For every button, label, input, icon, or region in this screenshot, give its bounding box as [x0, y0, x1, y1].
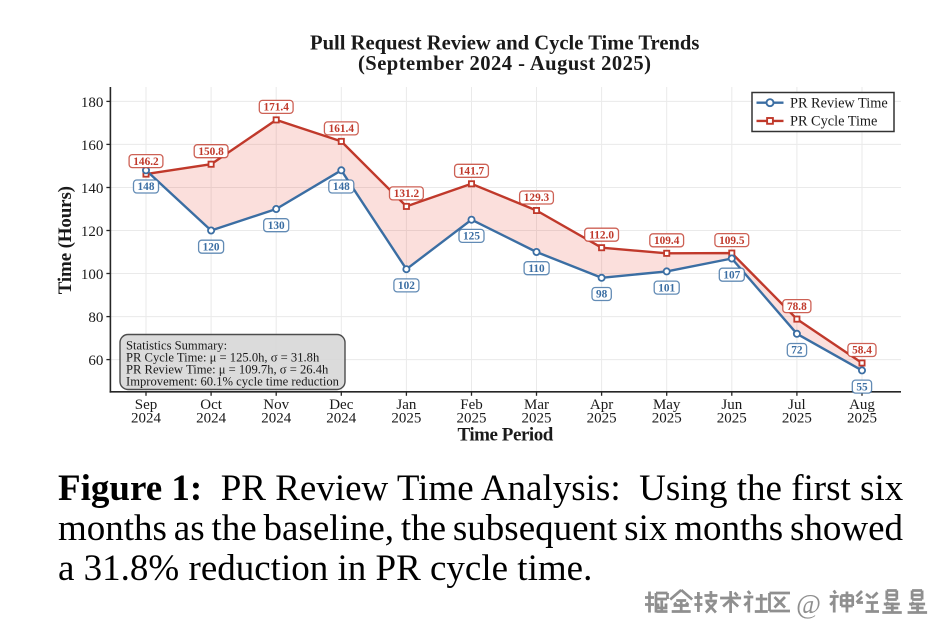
svg-text:Apr: Apr: [590, 397, 613, 413]
svg-text:161.4: 161.4: [329, 123, 355, 135]
svg-text:Improvement: 60.1% cycle time: Improvement: 60.1% cycle time reduction: [126, 375, 340, 389]
svg-text:78.8: 78.8: [787, 301, 807, 313]
svg-text:2024: 2024: [261, 411, 292, 427]
svg-text:2025: 2025: [457, 411, 487, 427]
svg-text:Jul: Jul: [788, 397, 806, 413]
svg-text:160: 160: [81, 138, 104, 154]
svg-text:PR Review Time: PR Review Time: [790, 95, 888, 111]
svg-text:PR Cycle Time: μ = 125.0h, σ =: PR Cycle Time: μ = 125.0h, σ = 31.8h: [126, 350, 320, 364]
svg-text:Jun: Jun: [721, 397, 742, 413]
svg-text:@: @: [796, 589, 821, 619]
svg-text:148: 148: [138, 181, 155, 193]
svg-text:110: 110: [528, 263, 545, 275]
svg-text:Nov: Nov: [263, 397, 289, 413]
svg-text:2024: 2024: [131, 411, 162, 427]
svg-text:(September 2024 - August 2025): (September 2024 - August 2025): [358, 53, 651, 75]
svg-text:Mar: Mar: [524, 397, 549, 413]
svg-text:140: 140: [81, 181, 104, 197]
svg-text:130: 130: [268, 220, 285, 232]
svg-text:May: May: [653, 397, 681, 413]
svg-text:107: 107: [723, 269, 740, 281]
svg-text:72: 72: [791, 345, 803, 357]
svg-text:55: 55: [856, 381, 868, 393]
svg-text:80: 80: [88, 310, 103, 326]
svg-text:129.3: 129.3: [524, 192, 550, 204]
svg-text:PR Review Time: μ = 109.7h, σ: PR Review Time: μ = 109.7h, σ = 26.4h: [126, 362, 329, 376]
svg-text:Pull Request Review and Cycle: Pull Request Review and Cycle Time Trend…: [310, 32, 699, 54]
svg-text:2025: 2025: [847, 411, 877, 427]
svg-text:131.2: 131.2: [394, 188, 420, 200]
svg-text:2024: 2024: [326, 411, 357, 427]
svg-text:Jan: Jan: [396, 397, 416, 413]
svg-text:141.7: 141.7: [459, 166, 485, 178]
svg-text:PR Cycle Time: PR Cycle Time: [790, 114, 877, 130]
svg-text:2025: 2025: [522, 411, 552, 427]
svg-text:Aug: Aug: [849, 397, 875, 413]
svg-text:60: 60: [88, 353, 103, 369]
svg-text:150.8: 150.8: [198, 146, 224, 158]
svg-text:125: 125: [463, 231, 480, 243]
svg-text:109.5: 109.5: [719, 235, 745, 247]
svg-text:Time Period: Time Period: [457, 425, 553, 446]
svg-text:98: 98: [596, 289, 608, 301]
svg-text:Oct: Oct: [200, 397, 222, 413]
svg-text:Sep: Sep: [135, 397, 158, 413]
svg-text:102: 102: [398, 280, 415, 292]
svg-text:Dec: Dec: [329, 397, 353, 413]
svg-text:2025: 2025: [587, 411, 617, 427]
svg-text:171.4: 171.4: [263, 102, 289, 114]
svg-text:2024: 2024: [196, 411, 227, 427]
svg-text:2025: 2025: [782, 411, 812, 427]
svg-text:58.4: 58.4: [852, 345, 872, 357]
svg-text:180: 180: [81, 95, 104, 111]
svg-text:146.2: 146.2: [133, 156, 159, 168]
svg-text:120: 120: [203, 241, 220, 253]
svg-text:148: 148: [333, 181, 350, 193]
svg-text:112.0: 112.0: [589, 229, 614, 241]
svg-text:Time (Hours): Time (Hours): [55, 186, 76, 294]
svg-text:101: 101: [658, 282, 675, 294]
svg-text:2025: 2025: [652, 411, 682, 427]
svg-text:2025: 2025: [391, 411, 421, 427]
svg-text:100: 100: [81, 267, 104, 283]
svg-text:Feb: Feb: [460, 397, 483, 413]
svg-text:109.4: 109.4: [654, 235, 680, 247]
svg-text:Statistics Summary:: Statistics Summary:: [126, 338, 227, 352]
svg-text:120: 120: [81, 224, 104, 240]
svg-text:2025: 2025: [717, 411, 747, 427]
